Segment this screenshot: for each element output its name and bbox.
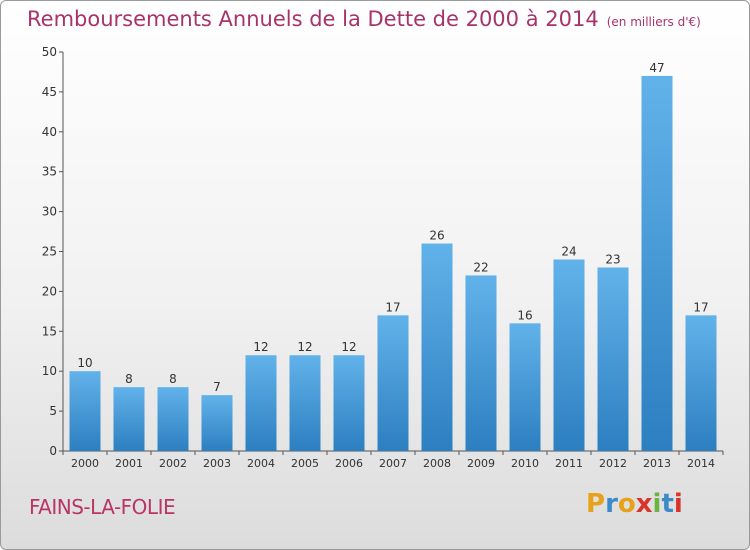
data-label-2000: 10 xyxy=(77,356,92,370)
x-tick-label-2003: 2003 xyxy=(203,457,231,470)
place-name: FAINS-LA-FOLIE xyxy=(29,495,176,519)
x-tick-label-2011: 2011 xyxy=(555,457,583,470)
bar-2010 xyxy=(509,323,541,451)
data-label-2005: 12 xyxy=(297,340,312,354)
y-tick-label: 35 xyxy=(42,165,57,179)
bar-2011 xyxy=(553,259,585,451)
x-tick-label-2000: 2000 xyxy=(71,457,99,470)
x-tick-label-2013: 2013 xyxy=(643,457,671,470)
bar-2014 xyxy=(685,315,717,451)
data-label-2001: 8 xyxy=(125,372,133,386)
bar-2009 xyxy=(465,275,497,451)
logo-letter: P xyxy=(586,489,606,519)
bar-2003 xyxy=(201,395,233,451)
chart-unit: (en milliers d'€) xyxy=(606,15,701,29)
data-label-2009: 22 xyxy=(473,260,488,274)
y-tick-label: 40 xyxy=(42,125,57,139)
bar-2005 xyxy=(289,355,321,451)
title-row: Remboursements Annuels de la Dette de 20… xyxy=(27,7,701,31)
y-tick-label: 0 xyxy=(49,444,57,458)
bar-2012 xyxy=(597,267,629,451)
logo-letter: r xyxy=(605,489,618,519)
bar-2006 xyxy=(333,355,365,451)
x-tick-label-2001: 2001 xyxy=(115,457,143,470)
x-tick-label-2002: 2002 xyxy=(159,457,187,470)
logo-letter: i xyxy=(673,489,683,519)
x-tick-label-2012: 2012 xyxy=(599,457,627,470)
axes: 0 5 10 15 20 25 30 35 40 45 50 xyxy=(42,45,724,458)
y-tick-label: 10 xyxy=(42,364,57,378)
data-label-2010: 16 xyxy=(517,308,532,322)
chart-title: Remboursements Annuels de la Dette de 20… xyxy=(27,7,599,31)
y-tick-label: 50 xyxy=(42,45,57,59)
y-tick-label: 25 xyxy=(42,245,57,259)
y-tick-label: 20 xyxy=(42,284,57,298)
y-tick-label: 5 xyxy=(49,404,57,418)
y-tick-label: 30 xyxy=(42,205,57,219)
bar-2001 xyxy=(113,387,145,451)
logo-letter: t xyxy=(661,489,674,519)
data-label-2003: 7 xyxy=(213,380,221,394)
logo-letter: o xyxy=(617,489,636,519)
bar-2013 xyxy=(641,75,673,451)
proxiti-logo: Proxiti xyxy=(586,489,683,519)
bars-group: 10 2000 8 2001 8 2002 7 2003 12 2004 12 2005 12 2006 1… xyxy=(69,61,717,470)
data-label-2002: 8 xyxy=(169,372,177,386)
bar-2007 xyxy=(377,315,409,451)
x-tick-label-2006: 2006 xyxy=(335,457,363,470)
x-tick-label-2005: 2005 xyxy=(291,457,319,470)
data-label-2006: 12 xyxy=(341,340,356,354)
bar-2002 xyxy=(157,387,189,451)
logo-letter: x xyxy=(635,489,653,519)
bar-2004 xyxy=(245,355,277,451)
x-tick-label-2014: 2014 xyxy=(687,457,715,470)
logo-letter: i xyxy=(652,489,662,519)
x-tick-label-2008: 2008 xyxy=(423,457,451,470)
y-tick-label: 45 xyxy=(42,85,57,99)
data-label-2014: 17 xyxy=(693,300,708,314)
bar-2000 xyxy=(69,371,101,451)
x-tick-label-2009: 2009 xyxy=(467,457,495,470)
data-label-2004: 12 xyxy=(253,340,268,354)
x-tick-label-2010: 2010 xyxy=(511,457,539,470)
data-label-2007: 17 xyxy=(385,300,400,314)
bar-2008 xyxy=(421,243,453,451)
x-tick-label-2004: 2004 xyxy=(247,457,275,470)
data-label-2011: 24 xyxy=(561,244,576,258)
data-label-2008: 26 xyxy=(429,229,444,243)
x-tick-label-2007: 2007 xyxy=(379,457,407,470)
data-label-2013: 47 xyxy=(649,61,664,75)
data-label-2012: 23 xyxy=(605,252,620,266)
y-tick-label: 15 xyxy=(42,324,57,338)
